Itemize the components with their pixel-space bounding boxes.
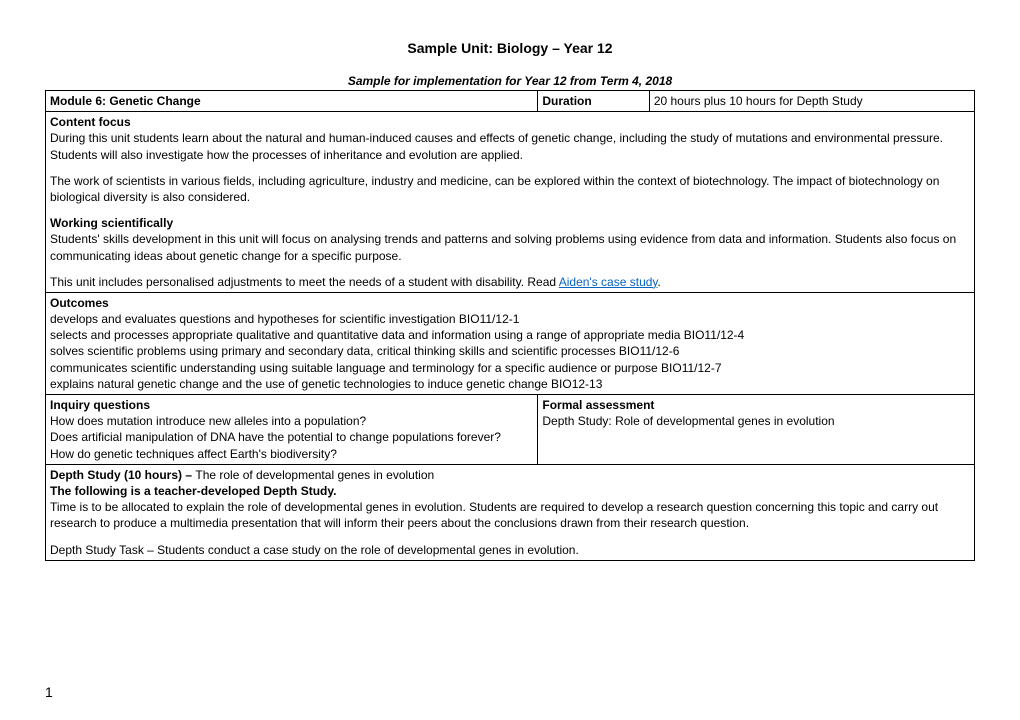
working-scientifically-p1: Students' skills development in this uni…: [50, 231, 970, 263]
outcome-4: communicates scientific understanding us…: [50, 360, 970, 376]
inquiry-assessment-row: Inquiry questions How does mutation intr…: [46, 395, 975, 465]
inquiry-q2: Does artificial manipulation of DNA have…: [50, 429, 533, 445]
content-focus-p1: During this unit students learn about th…: [50, 130, 970, 162]
inquiry-q1: How does mutation introduce new alleles …: [50, 413, 533, 429]
depth-study-row: Depth Study (10 hours) – The role of dev…: [46, 464, 975, 560]
content-focus-heading: Content focus: [50, 114, 970, 130]
depth-study-bold: Depth Study (10 hours) –: [50, 468, 195, 482]
assessment-text: Depth Study: Role of developmental genes…: [542, 413, 970, 429]
ws-p2-pre: This unit includes personalised adjustme…: [50, 275, 559, 289]
page-title: Sample Unit: Biology – Year 12: [45, 40, 975, 56]
unit-table: Module 6: Genetic Change Duration 20 hou…: [45, 90, 975, 561]
outcome-5: explains natural genetic change and the …: [50, 376, 970, 392]
assessment-heading: Formal assessment: [542, 397, 970, 413]
depth-study-p1: Time is to be allocated to explain the r…: [50, 499, 970, 531]
case-study-link[interactable]: Aiden's case study: [559, 275, 658, 289]
ws-p2-post: .: [658, 275, 661, 289]
depth-study-sub: The following is a teacher-developed Dep…: [50, 483, 970, 499]
subtitle: Sample for implementation for Year 12 fr…: [45, 74, 975, 88]
working-scientifically-p2: This unit includes personalised adjustme…: [50, 274, 970, 290]
module-row: Module 6: Genetic Change Duration 20 hou…: [46, 91, 975, 112]
module-label: Module 6: Genetic Change: [50, 94, 201, 108]
outcome-3: solves scientific problems using primary…: [50, 343, 970, 359]
content-focus-p2: The work of scientists in various fields…: [50, 173, 970, 205]
outcome-2: selects and processes appropriate qualit…: [50, 327, 970, 343]
working-scientifically-heading: Working scientifically: [50, 215, 970, 231]
outcomes-row: Outcomes develops and evaluates question…: [46, 292, 975, 394]
duration-value: 20 hours plus 10 hours for Depth Study: [654, 94, 863, 108]
depth-study-heading: Depth Study (10 hours) – The role of dev…: [50, 467, 970, 483]
depth-study-rest: The role of developmental genes in evolu…: [195, 468, 434, 482]
inquiry-heading: Inquiry questions: [50, 397, 533, 413]
content-focus-row: Content focus During this unit students …: [46, 112, 975, 293]
inquiry-q3: How do genetic techniques affect Earth's…: [50, 446, 533, 462]
outcomes-heading: Outcomes: [50, 295, 970, 311]
page-number: 1: [45, 684, 53, 700]
depth-study-p2: Depth Study Task – Students conduct a ca…: [50, 542, 970, 558]
outcome-1: develops and evaluates questions and hyp…: [50, 311, 970, 327]
duration-label: Duration: [542, 94, 591, 108]
